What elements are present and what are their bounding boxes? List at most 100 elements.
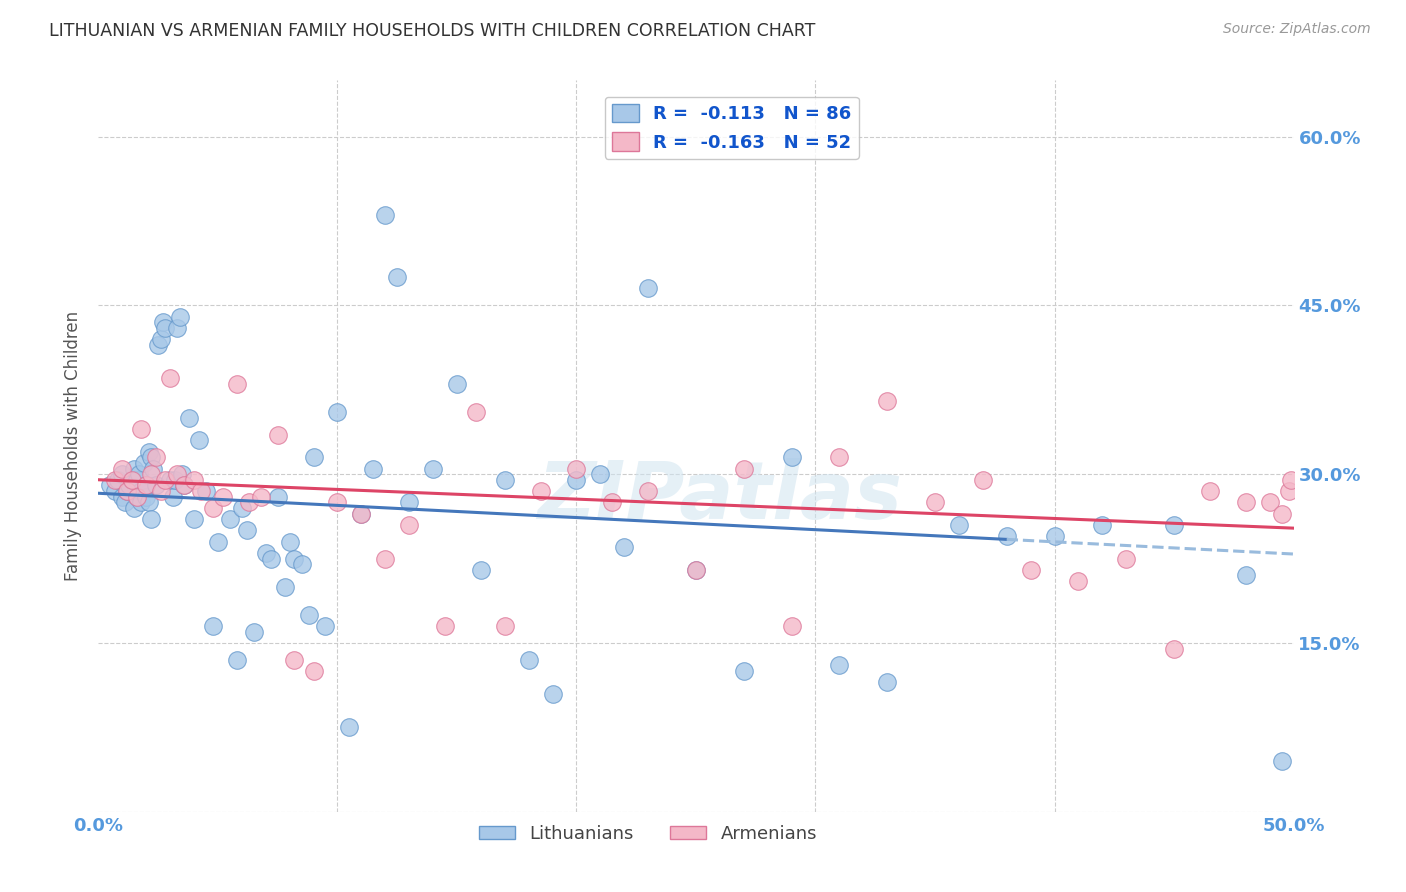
Armenians [1234,495,1257,509]
Lithuanians [733,664,755,678]
Lithuanians [125,490,148,504]
Armenians [139,467,162,482]
Armenians [145,450,167,465]
Lithuanians [565,473,588,487]
Armenians [173,478,195,492]
Armenians [924,495,946,509]
Armenians [166,467,188,482]
Armenians [876,394,898,409]
Lithuanians [613,541,636,555]
Armenians [602,495,624,509]
Text: ZIPatlas: ZIPatlas [537,458,903,536]
Armenians [434,619,457,633]
Lithuanians [135,478,157,492]
Lithuanians [155,321,177,335]
Text: LITHUANIAN VS ARMENIAN FAMILY HOUSEHOLDS WITH CHILDREN CORRELATION CHART: LITHUANIAN VS ARMENIAN FAMILY HOUSEHOLDS… [49,22,815,40]
Lithuanians [139,450,162,465]
Lithuanians [283,551,305,566]
Lithuanians [1091,517,1114,532]
Armenians [494,619,516,633]
Armenians [1019,563,1042,577]
Lithuanians [1234,568,1257,582]
Lithuanians [363,461,385,475]
Lithuanians [541,687,564,701]
Lithuanians [202,619,225,633]
Armenians [267,427,290,442]
Lithuanians [685,563,707,577]
Lithuanians [138,444,160,458]
Lithuanians [131,495,153,509]
Armenians [211,490,233,504]
Armenians [125,490,148,504]
Lithuanians [145,478,167,492]
Lithuanians [339,720,361,734]
Armenians [183,473,205,487]
Armenians [1115,551,1137,566]
Armenians [302,664,325,678]
Armenians [733,461,755,475]
Lithuanians [135,490,157,504]
Lithuanians [446,377,468,392]
Armenians [780,619,803,633]
Lithuanians [1163,517,1185,532]
Lithuanians [302,450,325,465]
Lithuanians [494,473,516,487]
Lithuanians [243,624,266,639]
Lithuanians [326,405,349,419]
Armenians [149,483,172,498]
Lithuanians [315,619,337,633]
Lithuanians [173,478,195,492]
Armenians [226,377,249,392]
Lithuanians [876,675,898,690]
Lithuanians [139,512,162,526]
Lithuanians [104,483,127,498]
Armenians [465,405,488,419]
Lithuanians [114,495,136,509]
Lithuanians [107,473,129,487]
Lithuanians [142,461,165,475]
Lithuanians [374,208,396,222]
Lithuanians [179,410,201,425]
Lithuanians [226,653,249,667]
Lithuanians [111,490,134,504]
Lithuanians [138,495,160,509]
Lithuanians [125,473,148,487]
Lithuanians [124,461,146,475]
Lithuanians [124,500,146,515]
Armenians [530,483,553,498]
Lithuanians [111,467,134,482]
Lithuanians [207,534,229,549]
Armenians [155,473,177,487]
Lithuanians [235,524,257,538]
Lithuanians [948,517,970,532]
Lithuanians [517,653,540,667]
Armenians [350,507,373,521]
Armenians [1278,483,1301,498]
Armenians [1067,574,1090,588]
Armenians [374,551,396,566]
Armenians [1199,483,1222,498]
Armenians [1258,495,1281,509]
Lithuanians [98,478,122,492]
Lithuanians [828,658,851,673]
Lithuanians [219,512,242,526]
Lithuanians [589,467,612,482]
Armenians [135,478,157,492]
Lithuanians [259,551,281,566]
Armenians [238,495,260,509]
Lithuanians [995,529,1018,543]
Lithuanians [172,467,194,482]
Lithuanians [166,321,188,335]
Lithuanians [187,434,209,448]
Lithuanians [231,500,253,515]
Lithuanians [637,281,659,295]
Lithuanians [1271,754,1294,768]
Lithuanians [163,473,186,487]
Armenians [1271,507,1294,521]
Lithuanians [118,478,141,492]
Lithuanians [274,580,297,594]
Armenians [202,500,225,515]
Lithuanians [121,473,143,487]
Armenians [190,483,212,498]
Lithuanians [398,495,420,509]
